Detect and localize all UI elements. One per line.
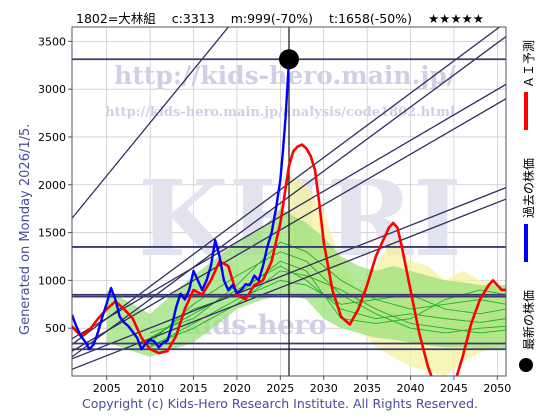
latest-price-dot xyxy=(279,49,299,70)
y-tick-label: 1500 xyxy=(38,227,66,240)
x-tick-label: 2010 xyxy=(136,382,164,395)
trend-line xyxy=(72,27,230,219)
x-tick-label: 2050 xyxy=(483,382,511,395)
x-tick-label: 2015 xyxy=(180,382,208,395)
legend-latest-label: 最新の株価 xyxy=(522,289,536,350)
x-tick-label: 2030 xyxy=(310,382,338,395)
forecast-band-green xyxy=(106,208,506,357)
stock-code: 1802=大林組 xyxy=(76,11,156,26)
latest-marker xyxy=(279,49,299,70)
x-tick-label: 2045 xyxy=(440,382,468,395)
generated-date: Generated on Monday 2026/1/5. xyxy=(18,123,33,335)
legend-ai-label: ＡＩ予測 xyxy=(522,39,536,88)
plot-frame xyxy=(71,26,507,377)
legend-ai-swatch xyxy=(524,92,528,130)
star-rating: ★★★★★ xyxy=(427,11,484,26)
simulation-line xyxy=(149,265,506,339)
legend-past-label: 過去の株価 xyxy=(522,157,536,218)
past-price-line xyxy=(72,59,291,351)
ai-forecast-line xyxy=(72,143,506,376)
y-tick-label: 3000 xyxy=(38,83,66,96)
x-tick-label: 2020 xyxy=(223,382,251,395)
legend-past-swatch xyxy=(524,224,528,262)
x-axis: 2005 2010 2015 2020 2025 2030 2035 2040 2045 2050 xyxy=(93,376,511,395)
y-tick-label: 2500 xyxy=(38,131,66,144)
x-tick-label: 2040 xyxy=(397,382,425,395)
chart-header: 1802=大林組 c:3313 m:999(-70%) t:1658(-50%)… xyxy=(0,8,560,27)
x-tick-label: 2035 xyxy=(353,382,381,395)
legend-latest-dot xyxy=(519,358,533,372)
simulation-line xyxy=(149,279,506,348)
simulation-line xyxy=(149,270,506,346)
copyright: Copyright (c) Kids-Hero Research Institu… xyxy=(81,396,479,411)
current-price: c:3313 xyxy=(171,11,215,26)
y-tick-label: 500 xyxy=(45,322,66,335)
price-series xyxy=(72,59,506,376)
x-tick-label: 2005 xyxy=(93,382,121,395)
y-tick-label: 3500 xyxy=(38,35,66,48)
metric-t: t:1658(-50%) xyxy=(328,11,412,26)
x-tick-label: 2025 xyxy=(266,382,294,395)
y-tick-label: 2000 xyxy=(38,179,66,192)
y-tick-label: 1000 xyxy=(38,274,66,287)
watermark-url-small: http://kids-hero.main.jp/analysis/code18… xyxy=(105,105,455,120)
y-axis: 500 1000 1500 2000 2500 3000 3500 xyxy=(38,35,72,335)
forecast-bands xyxy=(106,175,506,376)
metric-m: m:999(-70%) xyxy=(230,11,313,26)
